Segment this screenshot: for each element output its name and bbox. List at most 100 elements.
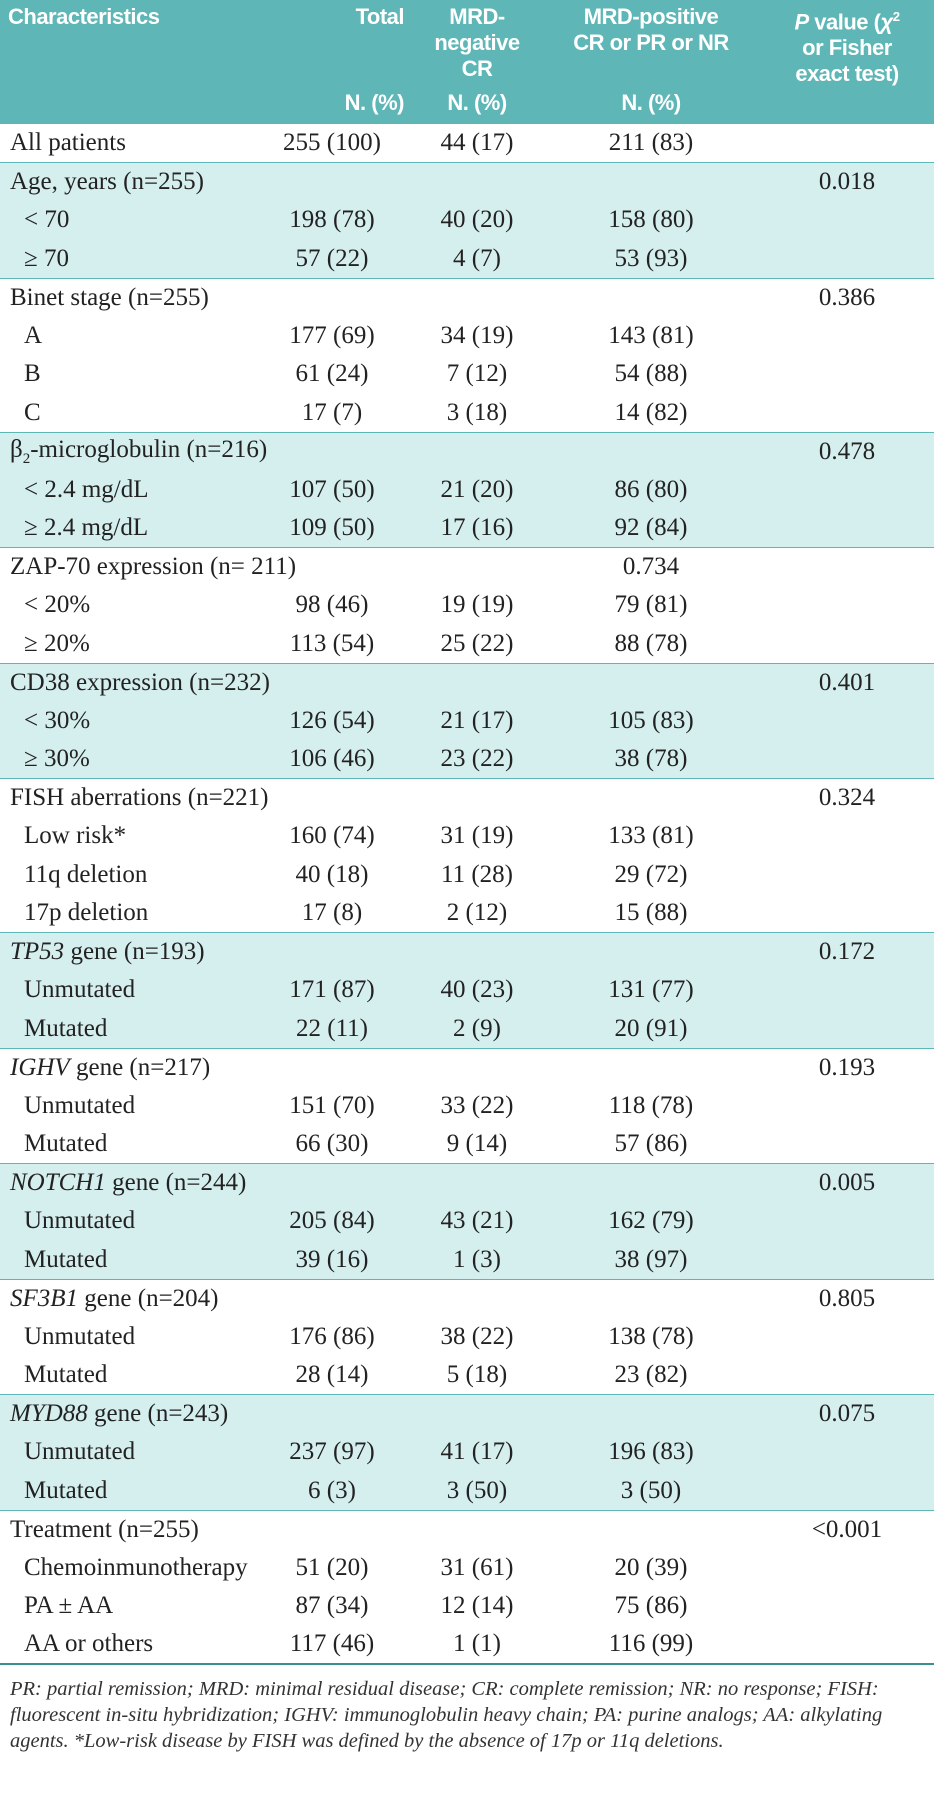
cell-text: AA or others bbox=[24, 1630, 154, 1658]
cell-text: 11 (28) bbox=[441, 860, 513, 888]
cell-text: 38 (97) bbox=[614, 1245, 688, 1273]
cell-text: Unmutated bbox=[24, 1322, 136, 1350]
cell-text: 57 (86) bbox=[614, 1130, 688, 1157]
sub-row: Mutated 28 (14) 5 (18) 23 (82) bbox=[0, 1356, 934, 1395]
cell: 5 (18) bbox=[412, 1356, 542, 1395]
row-group: Treatment (n=255) <0.001 Chemoinmunotherap… bbox=[0, 1510, 934, 1665]
cell-text: 0.324 bbox=[818, 784, 876, 811]
sub-row: Unmutated 151 (70) 33 (22) 118 (78) bbox=[0, 1087, 934, 1126]
cell: 118 (78) bbox=[542, 1087, 760, 1126]
header-cell: MRD-negative CR N. (%) bbox=[412, 0, 542, 124]
cell-text: 3 (50) bbox=[620, 1476, 682, 1504]
text-segment: P bbox=[794, 9, 809, 35]
cell-text: 92 (84) bbox=[614, 514, 688, 541]
cell: 171 (87) bbox=[252, 971, 412, 1010]
cell: 17 (16) bbox=[412, 509, 542, 548]
cell: ≥ 30% bbox=[0, 740, 252, 779]
cell-text: 25 (22) bbox=[440, 629, 514, 657]
sub-row: < 2.4 mg/dL 107 (50) 21 (20) 86 (80) bbox=[0, 470, 934, 509]
sub-row: ≥ 30% 106 (46) 23 (22) 38 (78) bbox=[0, 740, 934, 779]
cell: 25 (22) bbox=[412, 624, 542, 664]
cell-text: Age, years (n=255) bbox=[10, 168, 204, 195]
cell bbox=[760, 509, 934, 548]
cell: 177 (69) bbox=[252, 317, 412, 356]
cell bbox=[252, 162, 412, 201]
cell: 107 (50) bbox=[252, 470, 412, 509]
cell-text: 198 (78) bbox=[289, 206, 375, 234]
cell: 160 (74) bbox=[252, 817, 412, 856]
cell-text: 87 (34) bbox=[295, 1592, 369, 1620]
group-row: All patients 255 (100) 44 (17) 211 (83) bbox=[0, 124, 934, 163]
cell: 255 (100) bbox=[252, 124, 412, 163]
text-segment: gene (n=243) bbox=[87, 1400, 229, 1427]
cell: 0.401 bbox=[760, 663, 934, 702]
cell-text: 0.075 bbox=[818, 1400, 876, 1427]
cell: 20 (91) bbox=[542, 1009, 760, 1049]
cell-text: PA ± AA bbox=[24, 1592, 114, 1620]
text-segment: MYD88 bbox=[10, 1400, 88, 1427]
header-line: N. (%) bbox=[344, 90, 405, 115]
cell: 29 (72) bbox=[542, 856, 760, 895]
cell-text: 79 (81) bbox=[614, 591, 688, 619]
cell bbox=[412, 1394, 542, 1433]
cell-text: 1 (1) bbox=[453, 1630, 501, 1658]
cell-text: Mutated bbox=[24, 1130, 108, 1157]
row-group: NOTCH1 gene (n=244) 0.005 Unmutated 205 (84… bbox=[0, 1163, 934, 1280]
cell: 105 (83) bbox=[542, 701, 760, 740]
cell-text: 40 (23) bbox=[440, 976, 514, 1004]
cell: 43 (21) bbox=[412, 1202, 542, 1241]
cell bbox=[412, 1510, 542, 1549]
cell: < 2.4 mg/dL bbox=[0, 470, 252, 509]
cell: 109 (50) bbox=[252, 509, 412, 548]
header-line: CR or PR or NR bbox=[573, 30, 729, 55]
text-segment: TP53 bbox=[10, 938, 65, 965]
cell bbox=[252, 779, 412, 818]
cell bbox=[760, 1433, 934, 1472]
cell: 1 (1) bbox=[412, 1625, 542, 1665]
cell: Unmutated bbox=[0, 1433, 252, 1472]
header-lines: Characteristics bbox=[8, 4, 244, 116]
cell: Binet stage (n=255) bbox=[0, 278, 252, 317]
cell-text: 138 (78) bbox=[608, 1322, 694, 1350]
cell: 106 (46) bbox=[252, 740, 412, 779]
cell-text: All patients bbox=[10, 129, 126, 156]
cell bbox=[412, 932, 542, 971]
cell: < 70 bbox=[0, 201, 252, 240]
cell: Chemoinmunotherapy bbox=[0, 1549, 252, 1588]
cell: 11 (28) bbox=[412, 856, 542, 895]
cell: β2-microglobulin (n=216) bbox=[0, 432, 267, 471]
cell-text: 0.478 bbox=[818, 437, 876, 465]
cell: 0.478 bbox=[760, 432, 934, 471]
cell-text: 43 (21) bbox=[440, 1207, 514, 1235]
cell-text: 113 (54) bbox=[289, 629, 375, 657]
footnote: PR: partial remission; MRD: minimal resi… bbox=[10, 1678, 883, 1752]
text-segment: β bbox=[10, 435, 23, 463]
cell: FISH aberrations (n=221) bbox=[0, 779, 269, 818]
cell bbox=[542, 1279, 760, 1318]
cell: 0.805 bbox=[760, 1279, 934, 1318]
cell-text: ≥ 2.4 mg/dL bbox=[24, 514, 149, 541]
cell: 61 (24) bbox=[252, 355, 412, 394]
cell-text: CD38 expression (n=232) bbox=[10, 668, 270, 696]
cell: 143 (81) bbox=[542, 317, 760, 356]
cell: 113 (54) bbox=[252, 624, 412, 664]
cell: 14 (82) bbox=[542, 393, 760, 433]
sub-row: < 20% 98 (46) 19 (19) 79 (81) bbox=[0, 586, 934, 625]
cell-text: 133 (81) bbox=[608, 822, 694, 850]
cell: TP53 gene (n=193) bbox=[0, 932, 252, 971]
table-header: Characteristics Total N. (%) MRD-negative CR… bbox=[0, 0, 934, 124]
cell: Unmutated bbox=[0, 1318, 252, 1357]
cell-text: 61 (24) bbox=[295, 360, 369, 388]
cell-text: 0.401 bbox=[818, 668, 876, 696]
cell-text: 21 (20) bbox=[440, 475, 514, 503]
cell: 17 (8) bbox=[252, 894, 412, 933]
cell: 0.386 bbox=[760, 278, 934, 317]
sub-row: < 70 198 (78) 40 (20) 158 (80) bbox=[0, 201, 934, 240]
sub-row: 11q deletion 40 (18) 11 (28) 29 (72) bbox=[0, 856, 934, 895]
header-line: P value (χ2 bbox=[794, 4, 900, 35]
cell: NOTCH1 gene (n=244) bbox=[0, 1163, 252, 1202]
cell: 17p deletion bbox=[0, 894, 252, 933]
cell-text: 34 (19) bbox=[440, 321, 514, 349]
text-segment: NOTCH1 bbox=[10, 1169, 106, 1196]
cell-text: 117 (46) bbox=[289, 1630, 375, 1658]
